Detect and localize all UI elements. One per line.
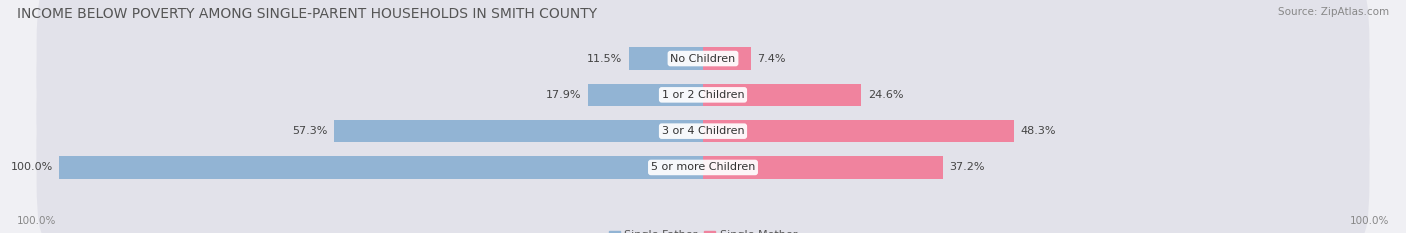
Text: 100.0%: 100.0% (1350, 216, 1389, 226)
Bar (703, 47, 751, 70)
Text: 100.0%: 100.0% (10, 162, 52, 172)
Text: 11.5%: 11.5% (588, 54, 623, 64)
Text: 48.3%: 48.3% (1021, 126, 1056, 136)
Text: 57.3%: 57.3% (292, 126, 328, 136)
Text: 1 or 2 Children: 1 or 2 Children (662, 90, 744, 100)
Legend: Single Father, Single Mother: Single Father, Single Mother (605, 226, 801, 233)
Bar (703, 84, 862, 106)
Text: INCOME BELOW POVERTY AMONG SINGLE-PARENT HOUSEHOLDS IN SMITH COUNTY: INCOME BELOW POVERTY AMONG SINGLE-PARENT… (17, 7, 598, 21)
FancyBboxPatch shape (37, 61, 1369, 201)
Text: 37.2%: 37.2% (949, 162, 984, 172)
Bar (628, 47, 703, 70)
FancyBboxPatch shape (37, 97, 1369, 233)
Text: 24.6%: 24.6% (868, 90, 903, 100)
Text: 3 or 4 Children: 3 or 4 Children (662, 126, 744, 136)
Bar (588, 84, 703, 106)
Text: No Children: No Children (671, 54, 735, 64)
Text: 100.0%: 100.0% (17, 216, 56, 226)
Text: Source: ZipAtlas.com: Source: ZipAtlas.com (1278, 7, 1389, 17)
FancyBboxPatch shape (37, 25, 1369, 165)
Bar (703, 156, 942, 179)
Text: 7.4%: 7.4% (756, 54, 786, 64)
Bar (335, 120, 703, 142)
Text: 17.9%: 17.9% (546, 90, 581, 100)
Text: 5 or more Children: 5 or more Children (651, 162, 755, 172)
Bar (59, 156, 703, 179)
Bar (703, 120, 1014, 142)
FancyBboxPatch shape (37, 0, 1369, 129)
